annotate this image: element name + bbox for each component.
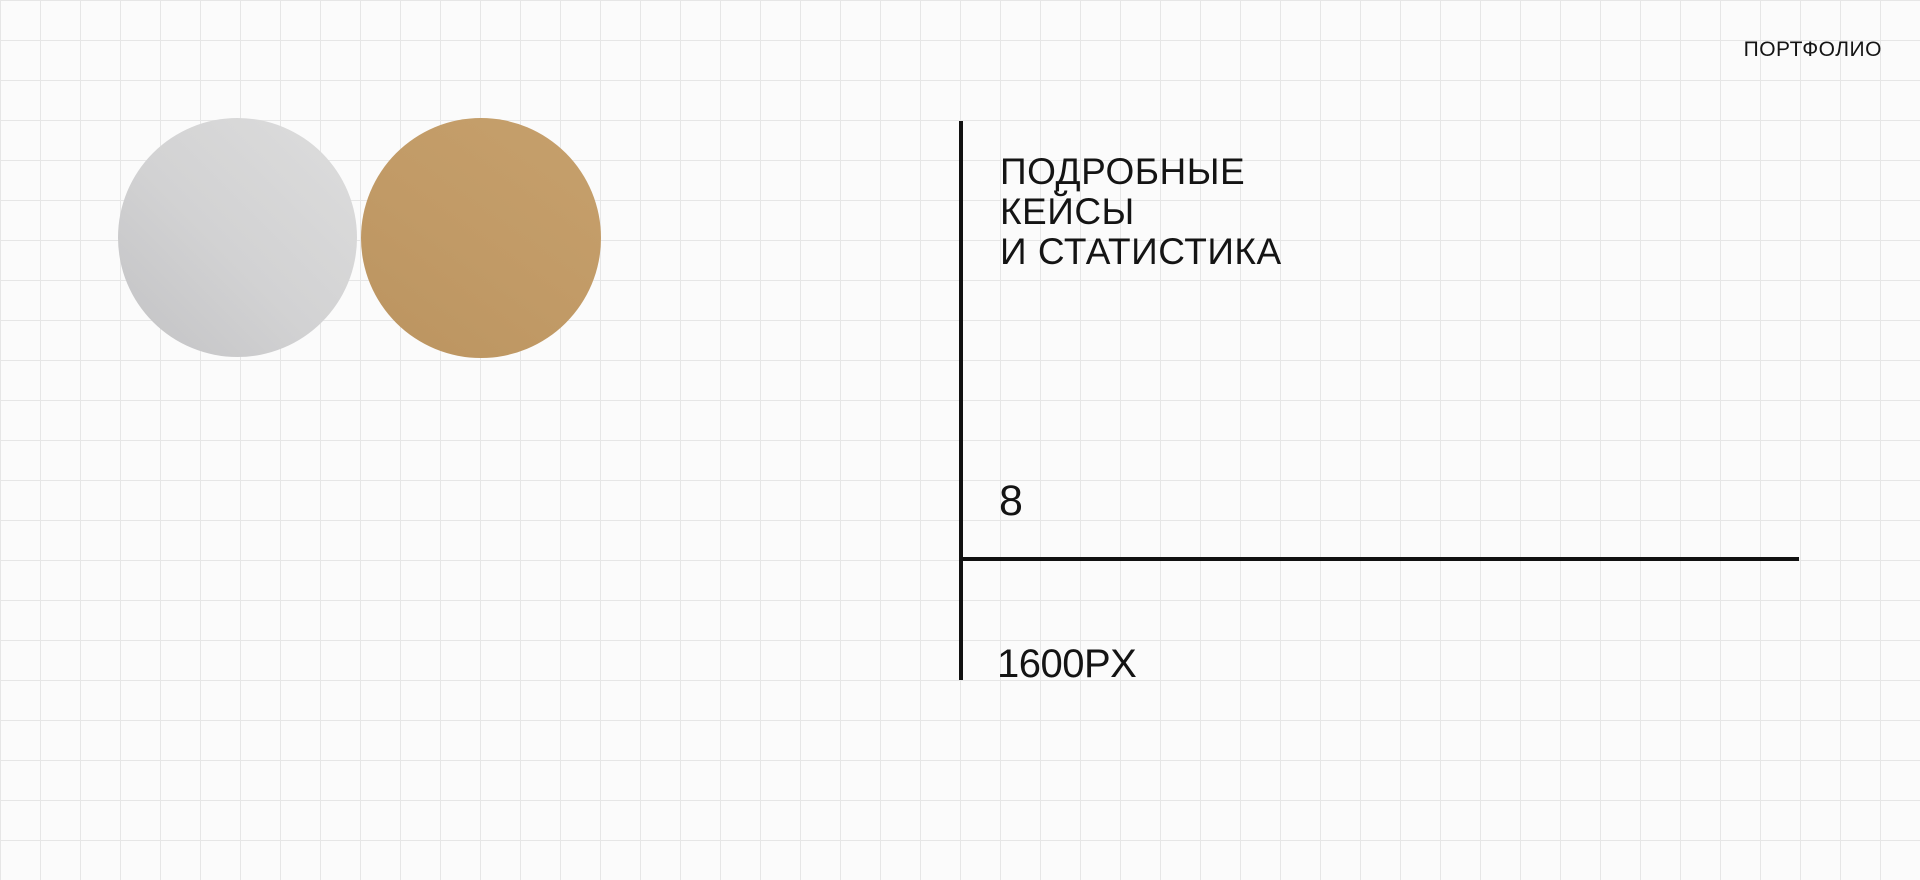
- gold-circle: [361, 118, 601, 358]
- silver-circle: [118, 118, 357, 357]
- canvas-width-label: 1600PX: [997, 642, 1137, 686]
- hero-heading-line-2: КЕЙСЫ: [1000, 191, 1135, 232]
- horizontal-axis-line: [959, 557, 1799, 561]
- cases-count: 8: [999, 477, 1023, 525]
- hero-heading-line-1: ПОДРОБНЫЕ: [1000, 151, 1246, 192]
- vertical-axis-line: [959, 121, 963, 680]
- hero-heading-line-3: И СТАТИСТИКА: [1000, 231, 1282, 272]
- portfolio-header-label: ПОРТФОЛИО: [1743, 38, 1882, 61]
- hero-heading: ПОДРОБНЫЕ КЕЙСЫ И СТАТИСТИКА: [1000, 152, 1282, 272]
